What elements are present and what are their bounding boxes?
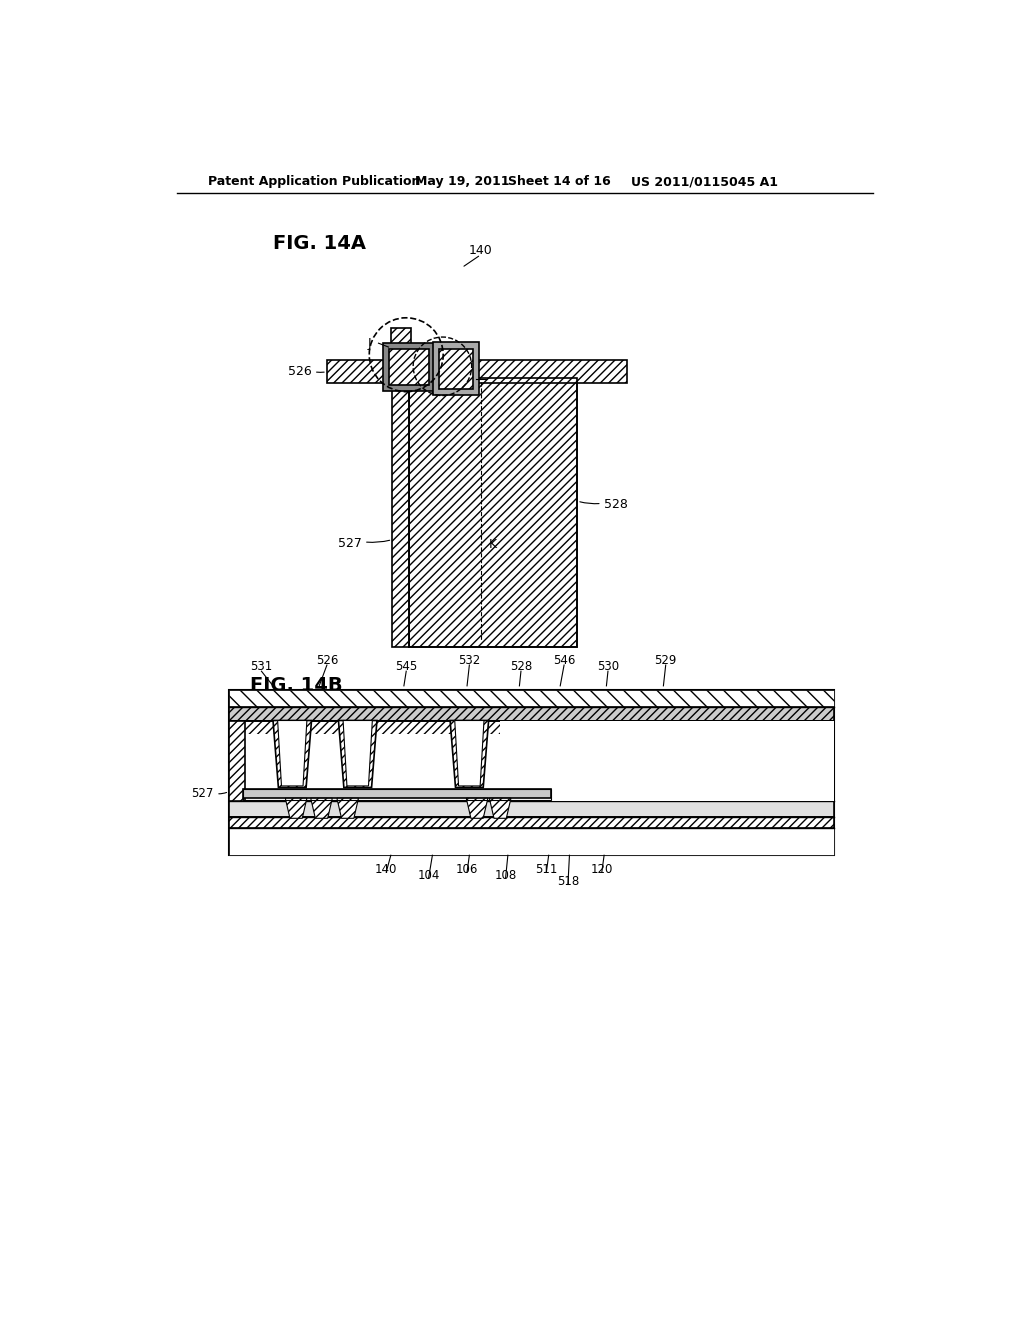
Bar (327, 360, 628, 383)
Bar (433, 342, 479, 395)
Text: FIG. 14B: FIG. 14B (250, 676, 343, 696)
Bar (229, 689, 834, 855)
Polygon shape (286, 799, 307, 818)
Polygon shape (273, 721, 311, 788)
Bar (391, 327, 411, 360)
Text: 140: 140 (469, 244, 493, 257)
Bar (392, 359, 410, 647)
Text: Patent Application Publication: Patent Application Publication (208, 176, 420, 187)
Text: 545: 545 (395, 660, 418, 673)
Text: 546: 546 (553, 653, 575, 667)
Text: 528: 528 (510, 660, 532, 673)
Text: 526: 526 (315, 653, 338, 667)
Bar (229, 817, 834, 828)
Polygon shape (278, 721, 307, 785)
Polygon shape (337, 799, 358, 818)
Text: 104: 104 (418, 869, 439, 882)
Text: 511: 511 (536, 863, 557, 876)
Polygon shape (310, 799, 333, 818)
Bar (229, 721, 245, 801)
Bar (229, 689, 834, 706)
Text: 106: 106 (456, 863, 478, 876)
Bar (389, 350, 429, 385)
Text: 529: 529 (654, 653, 677, 667)
Bar (439, 348, 473, 388)
Text: 120: 120 (591, 863, 613, 876)
Text: 530: 530 (597, 660, 620, 673)
Bar (410, 378, 578, 647)
Polygon shape (451, 721, 488, 788)
Text: 526: 526 (288, 366, 311, 379)
Text: 532: 532 (458, 653, 480, 667)
Polygon shape (489, 799, 511, 818)
Text: Sheet 14 of 16: Sheet 14 of 16 (508, 176, 610, 187)
Bar (500, 721, 834, 801)
Bar (383, 343, 435, 391)
Text: 528: 528 (604, 499, 628, 511)
Polygon shape (339, 721, 377, 788)
Text: 108: 108 (495, 869, 517, 882)
Bar (243, 789, 551, 800)
Text: FIG. 14A: FIG. 14A (273, 234, 366, 252)
Bar (230, 734, 535, 800)
Polygon shape (343, 721, 373, 785)
Text: 518: 518 (557, 875, 579, 888)
Text: 527: 527 (338, 537, 361, 550)
Text: 527: 527 (191, 787, 214, 800)
Text: 140: 140 (375, 863, 397, 876)
Text: 531: 531 (250, 660, 272, 673)
Text: May 19, 2011: May 19, 2011 (416, 176, 510, 187)
Text: US 2011/0115045 A1: US 2011/0115045 A1 (631, 176, 778, 187)
Bar (243, 789, 551, 799)
Bar (229, 801, 834, 817)
Bar (410, 378, 578, 647)
Bar (229, 721, 834, 801)
Polygon shape (455, 721, 484, 785)
Bar (229, 706, 834, 721)
Bar (229, 828, 834, 855)
Text: J: J (368, 337, 371, 350)
Text: K: K (488, 539, 497, 552)
Polygon shape (466, 799, 487, 818)
